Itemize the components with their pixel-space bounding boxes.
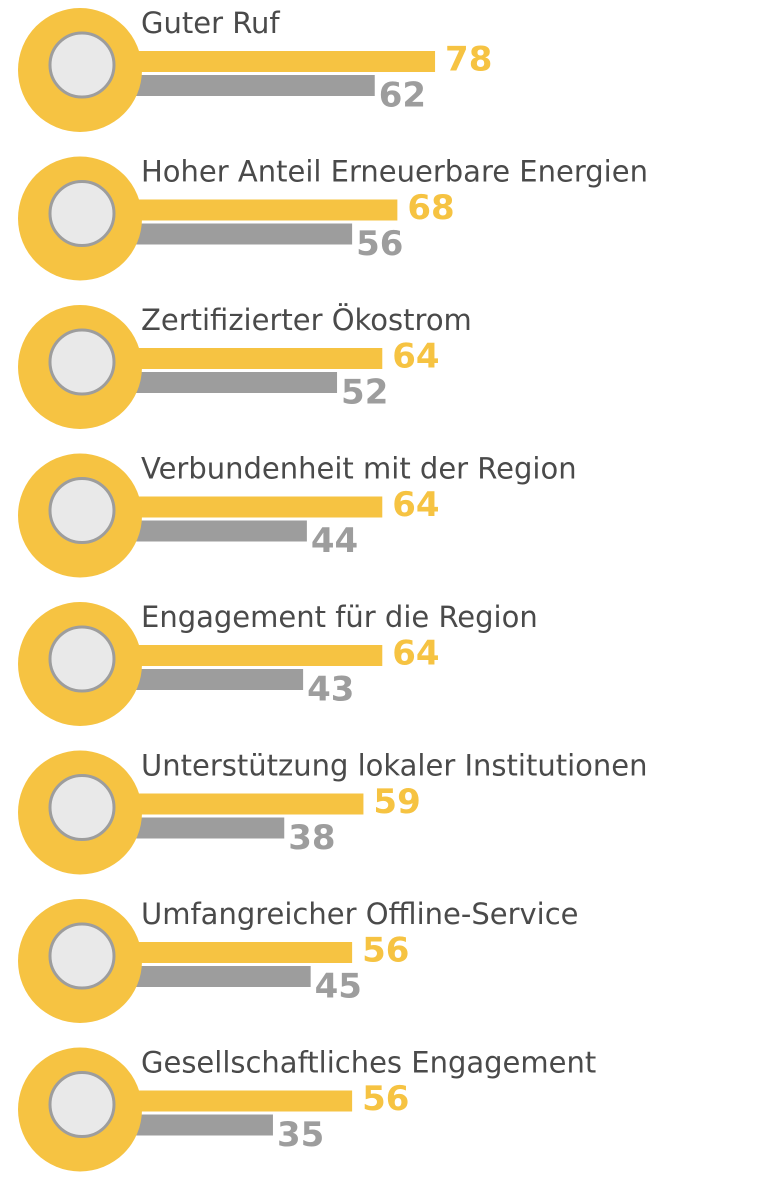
bar	[101, 942, 353, 963]
icon-inner	[48, 328, 116, 396]
value-label: 44	[311, 521, 358, 561]
value-label: 68	[407, 188, 454, 228]
bar	[101, 75, 375, 96]
icon-inner	[48, 31, 116, 99]
value-label: 59	[373, 782, 420, 822]
value-label: 45	[315, 967, 362, 1007]
icon-inner	[48, 180, 116, 247]
bar	[101, 1090, 353, 1112]
category-label: Gesellschaftliches Engagement	[141, 1046, 596, 1080]
bar	[101, 51, 436, 72]
bar	[101, 645, 383, 666]
value-label: 64	[392, 337, 439, 377]
bar	[101, 1114, 273, 1136]
value-label: 38	[288, 818, 335, 858]
bar	[101, 966, 311, 987]
value-label: 56	[362, 931, 409, 971]
bar	[101, 817, 285, 839]
value-label: 56	[356, 224, 403, 264]
icon-inner	[48, 477, 116, 544]
bar	[101, 793, 364, 815]
value-label: 43	[307, 670, 354, 710]
icon-inner	[48, 1071, 116, 1138]
category-label: Zertifizierter Ökostrom	[141, 303, 472, 337]
bar	[101, 372, 338, 393]
category-label: Hoher Anteil Erneuerbare Energien	[141, 155, 648, 189]
value-label: 64	[392, 485, 439, 525]
bar	[101, 199, 398, 221]
category-label: Verbundenheit mit der Region	[141, 452, 577, 486]
value-label: 56	[362, 1079, 409, 1119]
bar	[101, 669, 304, 690]
category-label: Unterstützung lokaler Institutionen	[141, 749, 647, 783]
bar	[101, 496, 383, 518]
bar	[101, 223, 353, 245]
value-label: 35	[277, 1115, 324, 1155]
bar	[101, 348, 383, 369]
category-label: Engagement für die Region	[141, 600, 538, 634]
icon-inner	[48, 922, 116, 990]
value-label: 62	[379, 76, 426, 116]
bar	[101, 520, 307, 542]
value-label: 64	[392, 634, 439, 674]
value-label: 78	[445, 40, 492, 80]
value-label: 52	[341, 373, 388, 413]
category-label: Umfangreicher Offline-Service	[141, 897, 579, 931]
row: Guter Ruf 78 62	[18, 6, 492, 132]
category-label: Guter Ruf	[141, 6, 280, 40]
icon-inner	[48, 774, 116, 841]
icon-inner	[48, 625, 116, 693]
